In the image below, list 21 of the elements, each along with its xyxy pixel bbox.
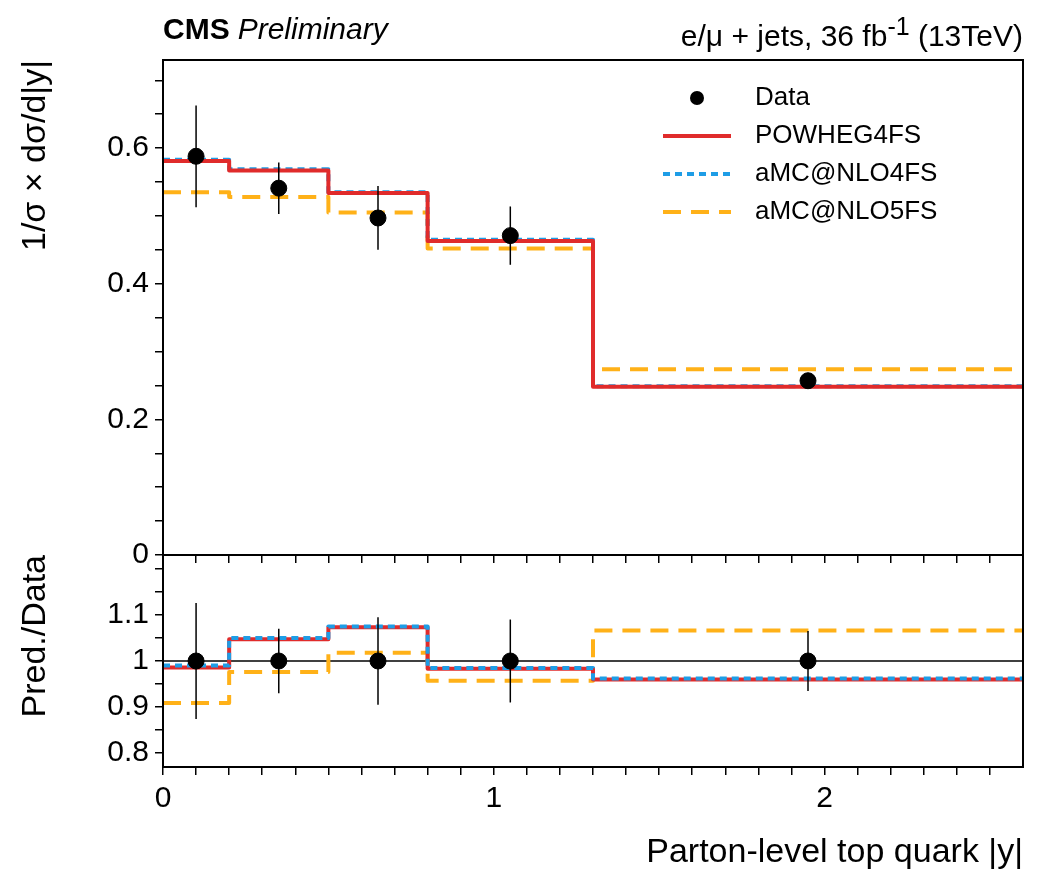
text: e/μ + jets, 36 fb$^{-1}$ (13TeV) (680, 12, 1023, 53)
legend-label: POWHEG4FS (755, 119, 922, 150)
x-tick-label: 2 (816, 780, 833, 814)
y-tick-label: 0.6 (107, 129, 149, 163)
y-tick-label: 0.9 (107, 688, 149, 722)
y-tick-label: 0 (132, 536, 149, 570)
y-tick-label: 0.4 (107, 265, 149, 299)
y-tick-label: 0.8 (107, 734, 149, 768)
x-axis-title: Parton-level top quark |y| (646, 830, 1023, 869)
y-tick-label: 1 (132, 642, 149, 676)
y-tick-label: 1.1 (107, 596, 149, 630)
x-tick-label: 0 (154, 780, 172, 814)
chart-title: CMS (163, 12, 230, 45)
y-axis-title: Pred./Data (13, 554, 52, 718)
legend-label: aMC@NLO5FS (755, 195, 938, 226)
legend-label: Data (755, 81, 811, 112)
legend-label: aMC@NLO4FS (755, 157, 938, 188)
y-tick-label: 0.2 (107, 400, 149, 434)
x-tick-label: 1 (485, 780, 503, 814)
chart-subtitle: Preliminary (237, 12, 388, 45)
y-axis-title: 1/σ × dσ/d|y| (13, 60, 52, 252)
